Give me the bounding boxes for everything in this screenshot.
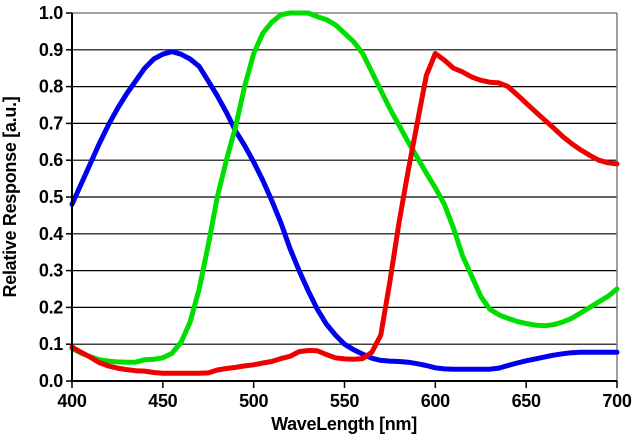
y-axis-title: Relative Response [a.u.] — [0, 97, 20, 298]
y-tick-label: 0.8 — [39, 77, 63, 97]
x-tick-label: 550 — [330, 391, 359, 411]
red-series-line — [69, 51, 620, 376]
y-tick-label: 0.5 — [39, 187, 63, 207]
x-tick-label: 500 — [239, 391, 268, 411]
green-series-line — [69, 10, 620, 365]
y-axis-tick-labels: 0.0 0.1 0.2 0.3 0.4 0.5 0.6 0.7 0.8 0.9 1.0 — [39, 3, 64, 391]
y-tick-label: 0.7 — [39, 113, 63, 133]
y-tick-label: 0.9 — [39, 40, 63, 60]
x-axis-ticks — [71, 381, 618, 388]
y-tick-label: 1.0 — [39, 3, 63, 23]
y-tick-label: 0.3 — [39, 261, 63, 281]
x-tick-label: 400 — [57, 391, 86, 411]
x-axis-title: WaveLength [nm] — [271, 414, 417, 434]
y-tick-label: 0.2 — [39, 297, 63, 317]
plot-border — [72, 12, 618, 381]
y-tick-label: 0.1 — [39, 334, 63, 354]
axis-lines — [71, 13, 617, 382]
x-tick-label: 600 — [421, 391, 450, 411]
y-tick-label: 0.0 — [39, 371, 63, 391]
x-tick-label: 700 — [602, 391, 631, 411]
horizontal-gridlines — [72, 49, 617, 345]
x-axis-tick-labels: 400 450 500 550 600 650 700 — [57, 391, 632, 411]
blue-series-line — [69, 49, 620, 372]
y-tick-label: 0.6 — [39, 150, 63, 170]
y-tick-label: 0.4 — [39, 224, 63, 244]
x-tick-label: 450 — [148, 391, 177, 411]
x-tick-label: 650 — [512, 391, 541, 411]
